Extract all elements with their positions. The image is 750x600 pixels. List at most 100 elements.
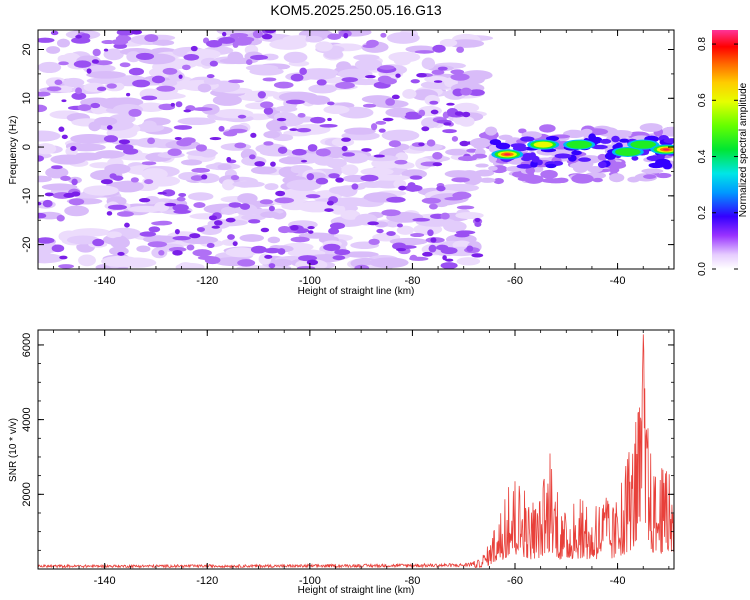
noise-core: [51, 244, 65, 253]
noise-core: [132, 79, 151, 88]
signal-halo: [493, 178, 504, 185]
noise-blob: [245, 64, 279, 72]
noise-blob: [217, 163, 232, 171]
noise-core: [426, 139, 436, 147]
noise-core: [291, 148, 307, 156]
signal-halo: [643, 174, 657, 179]
noise-peak: [300, 159, 308, 163]
noise-core: [260, 101, 274, 109]
spectrogram-x-ticks: -140 -120 -100 -80 -60 -40: [52, 30, 670, 287]
noise-core: [144, 179, 154, 185]
noise-peak: [86, 68, 92, 74]
noise-core: [227, 234, 235, 240]
noise-peak: [170, 102, 175, 107]
noise-core: [60, 175, 71, 181]
noise-core: [368, 238, 380, 246]
x-tick-label: -100: [299, 575, 321, 587]
noise-core: [431, 69, 445, 75]
y-tick-label: -20: [21, 237, 33, 253]
noise-peak: [275, 190, 286, 197]
signal-band-blob: [611, 135, 620, 143]
signal-halo: [639, 123, 663, 133]
colorbar-tick-label: 0.4: [697, 149, 708, 163]
noise-blob: [381, 129, 420, 142]
noise-core: [277, 146, 288, 154]
noise-blob: [186, 150, 218, 157]
noise-blob: [354, 58, 383, 71]
noise-peak: [430, 237, 437, 243]
noise-blob: [353, 54, 380, 61]
noise-blob: [221, 179, 236, 191]
noise-peak: [174, 228, 180, 235]
x-tick-label: -80: [404, 275, 420, 287]
noise-peak: [183, 109, 192, 113]
noise-blob: [397, 36, 410, 44]
noise-blob: [331, 167, 344, 175]
signal-peak-contour: [504, 153, 511, 156]
signal-halo: [661, 126, 674, 137]
noise-peak: [341, 137, 351, 142]
noise-core: [90, 102, 101, 109]
noise-peak: [433, 80, 443, 83]
noise-blob: [424, 75, 449, 83]
x-tick-label: -120: [196, 275, 218, 287]
noise-blob: [239, 234, 265, 242]
noise-peak: [118, 139, 131, 145]
signal-band-blob: [588, 133, 596, 142]
noise-blob: [50, 154, 87, 165]
noise-core: [107, 204, 128, 210]
noise-blob: [462, 173, 482, 186]
noise-blob: [232, 181, 265, 188]
noise-blob: [421, 57, 436, 70]
x-tick-label: -140: [94, 575, 116, 587]
noise-blob: [340, 210, 361, 220]
noise-core: [440, 212, 450, 220]
noise-blob: [369, 257, 409, 269]
noise-peak: [308, 230, 314, 234]
noise-blob: [86, 77, 122, 85]
noise-peak: [138, 197, 151, 203]
noise-core: [456, 205, 475, 210]
noise-core: [385, 98, 396, 106]
noise-peak: [289, 128, 298, 132]
noise-peak: [189, 233, 201, 239]
signal-band-blob: [578, 157, 591, 162]
signal-halo: [525, 166, 536, 175]
noise-core: [412, 217, 431, 222]
noise-core: [218, 125, 225, 132]
noise-core: [71, 92, 87, 100]
noise-blob: [365, 155, 399, 162]
noise-core: [250, 245, 267, 254]
noise-core: [58, 61, 69, 66]
noise-peak: [361, 148, 372, 152]
spectrogram-y-ticks: -20 -10 0 10 20: [21, 43, 674, 270]
signal-halo: [641, 168, 664, 174]
noise-peak: [398, 185, 407, 191]
noise-core: [101, 39, 116, 45]
noise-core: [328, 227, 340, 235]
signal-halo: [479, 177, 496, 183]
noise-core: [262, 77, 277, 82]
noise-blob: [41, 183, 78, 191]
noise-blob: [46, 46, 61, 54]
noise-peak: [430, 109, 439, 115]
noise-core: [115, 35, 132, 42]
noise-blob: [112, 180, 144, 193]
noise-blob: [227, 51, 244, 63]
noise-core: [274, 197, 295, 204]
signal-peak-contour: [663, 148, 670, 151]
noise-core: [115, 143, 134, 151]
noise-peak: [201, 174, 208, 180]
noise-core: [68, 198, 85, 206]
signal-band-blob: [663, 138, 674, 144]
noise-blob: [212, 94, 242, 106]
noise-blob: [396, 225, 414, 235]
noise-core: [103, 135, 119, 143]
noise-peak: [270, 161, 276, 167]
noise-core: [450, 69, 465, 75]
noise-core: [326, 101, 335, 106]
signal-halo: [484, 126, 498, 136]
noise-core: [92, 48, 101, 57]
noise-core: [397, 245, 417, 249]
noise-core: [246, 59, 253, 66]
